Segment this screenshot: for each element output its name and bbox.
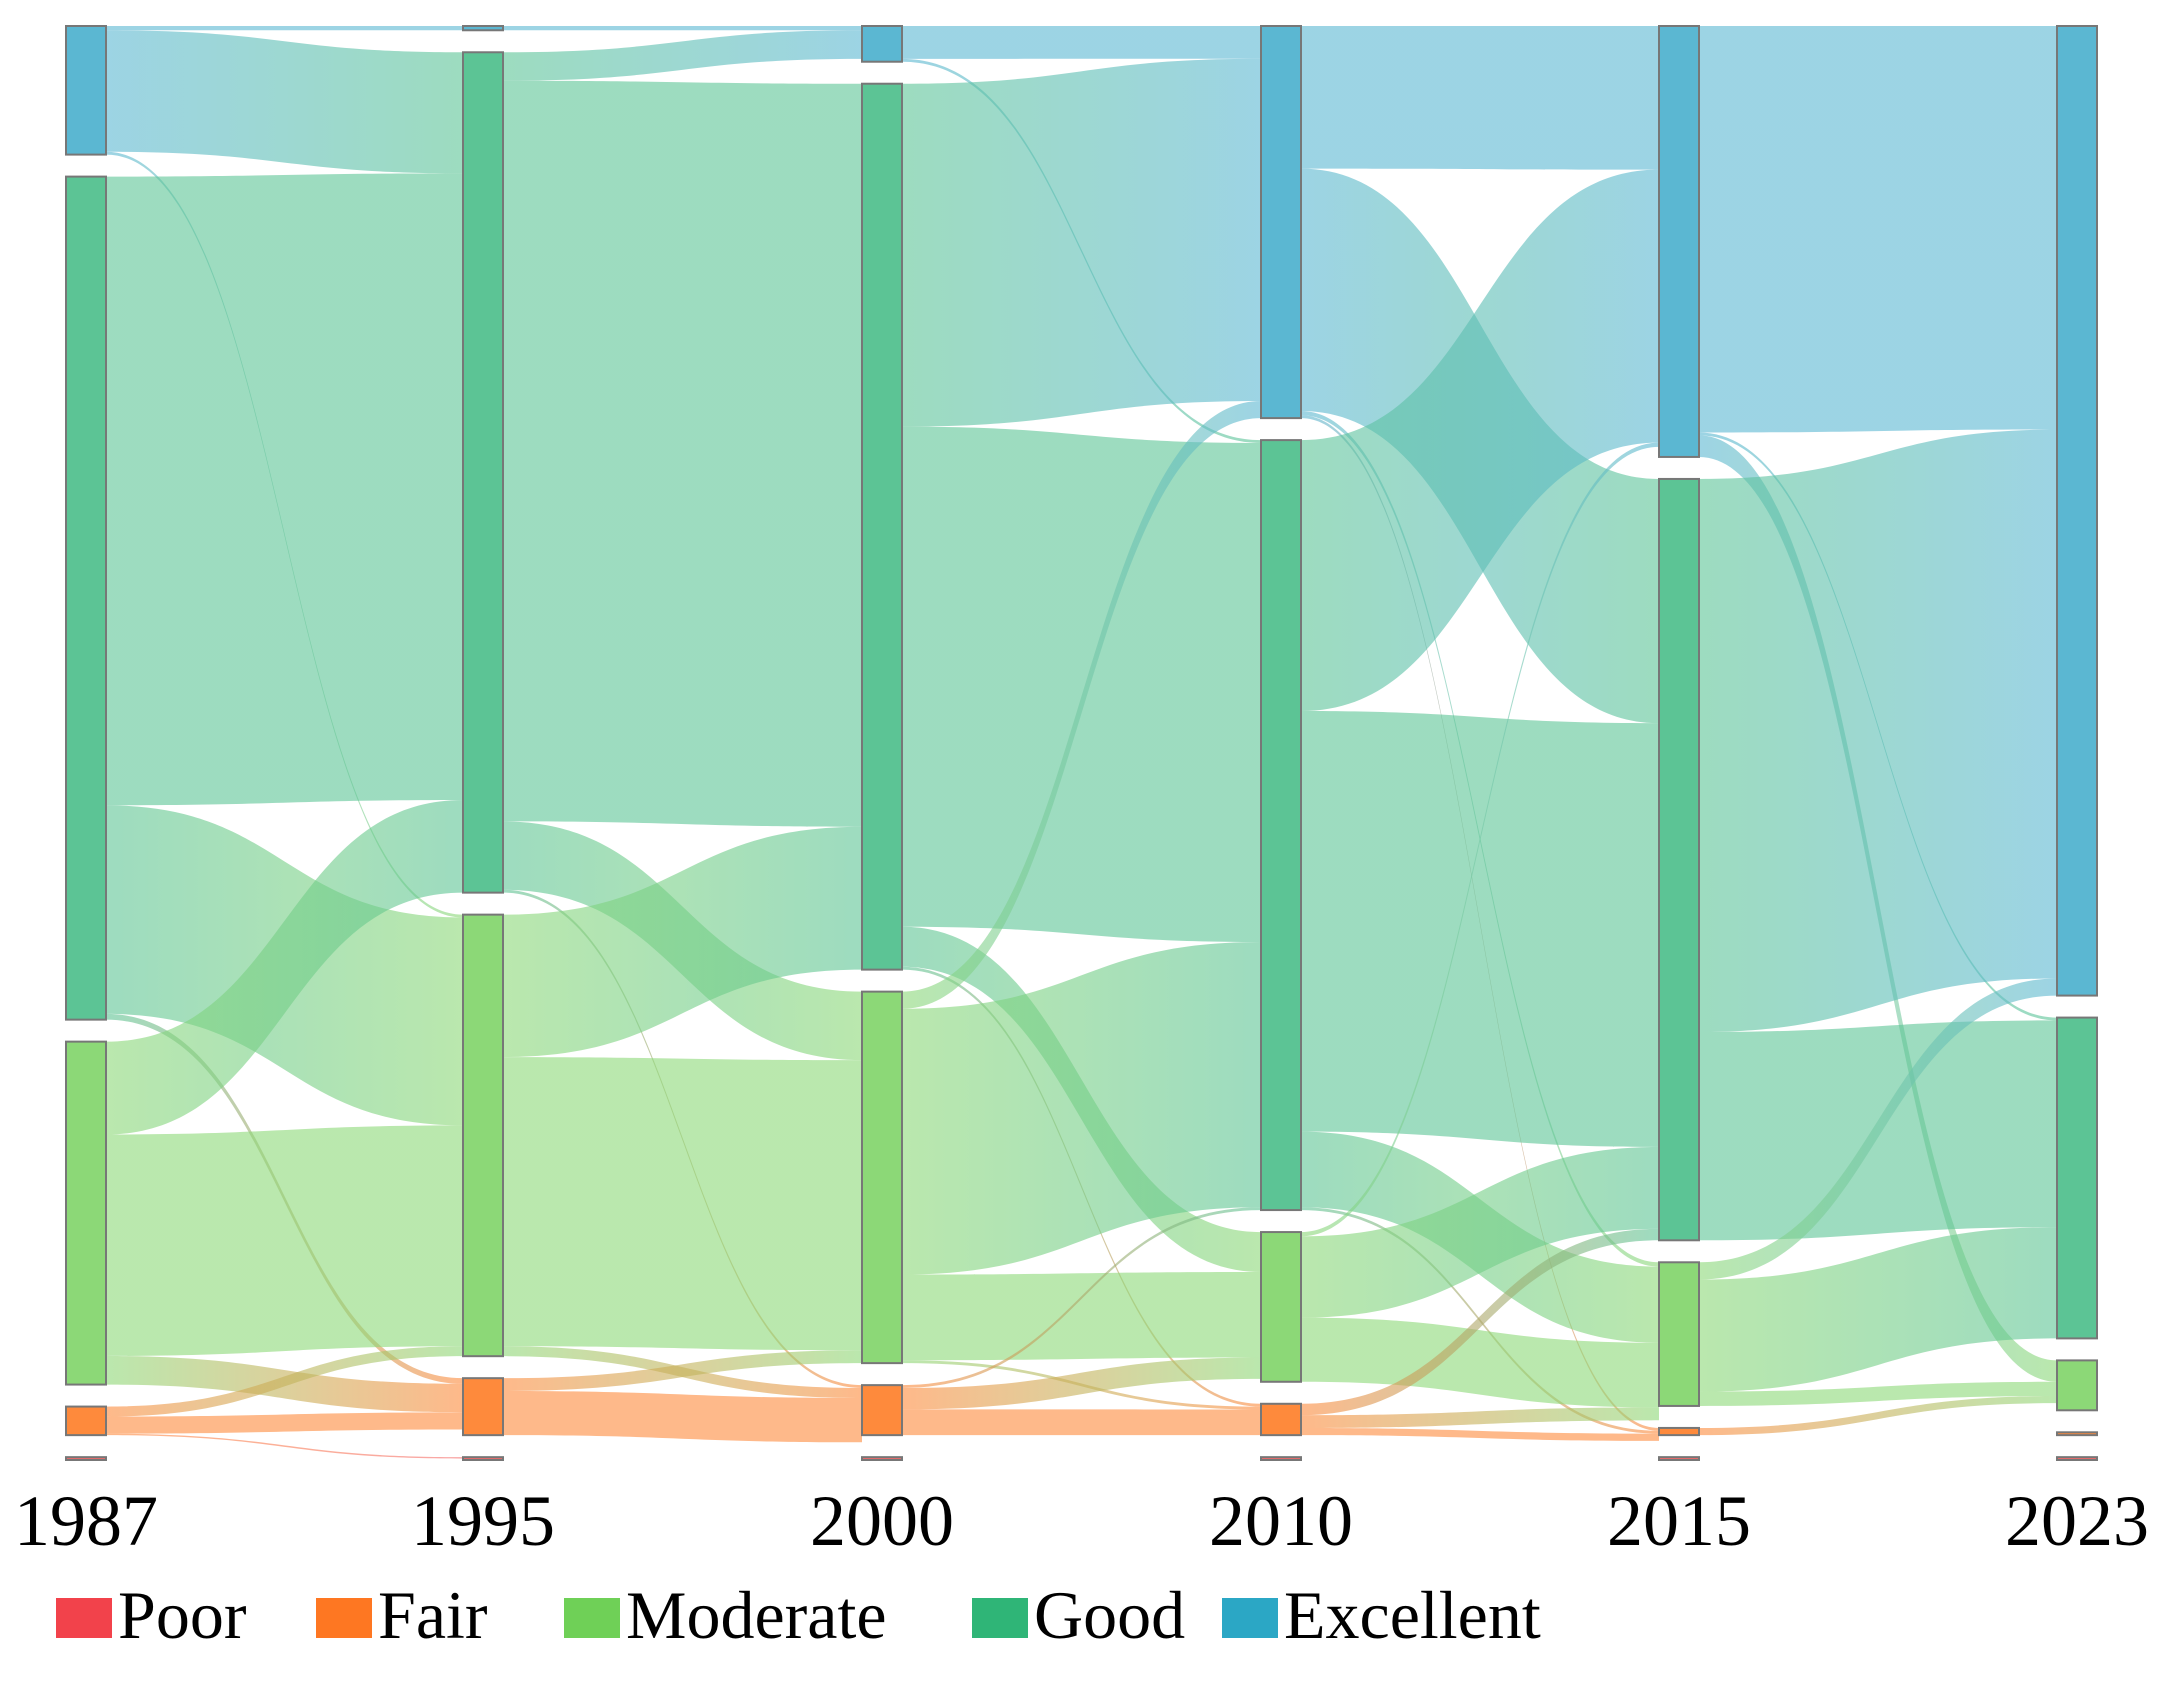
node-1987-poor <box>65 1456 107 1461</box>
flow-2010-good-to-2015-excellent <box>1301 169 1659 712</box>
year-label-2010: 2010 <box>1209 1481 1353 1561</box>
node-2015-moderate <box>1658 1261 1700 1407</box>
node-2010-poor <box>1260 1456 1302 1462</box>
flow-2000-moderate-to-2010-excellent <box>902 400 1261 1009</box>
year-label-1987: 1987 <box>14 1481 158 1561</box>
flow-2000-fair-to-2010-fair <box>902 1409 1261 1436</box>
node-1987-excellent <box>65 25 107 156</box>
flow-2010-good-to-2015-good <box>1301 711 1659 1147</box>
flow-2010-fair-to-2015-moderate <box>1301 1407 1659 1429</box>
flow-2010-excellent-to-2015-excellent <box>1301 26 1659 170</box>
legend-label-poor: Poor <box>118 1577 247 1653</box>
legend-item-good: Good <box>972 1577 1185 1653</box>
flow-2010-fair-to-2015-good <box>1301 1228 1659 1416</box>
flow-1995-good-to-2000-good <box>503 80 862 827</box>
flow-1987-moderate-to-1995-good <box>106 800 463 1135</box>
legend-swatch-fair <box>316 1598 372 1638</box>
node-2010-good <box>1260 439 1302 1212</box>
flow-1987-good-to-1995-good <box>106 173 463 806</box>
year-label-2023: 2023 <box>2005 1481 2149 1561</box>
flow-1995-moderate-to-2000-moderate <box>503 1057 862 1351</box>
node-2015-fair <box>1658 1426 1700 1437</box>
flow-2000-fair-to-2010-moderate <box>902 1357 1261 1410</box>
node-2000-fair <box>861 1384 903 1437</box>
flow-1987-fair-to-1995-moderate <box>106 1346 463 1417</box>
flow-2000-good-to-2010-good <box>902 426 1261 943</box>
legend-swatch-poor <box>56 1598 112 1638</box>
node-2023-excellent <box>2056 25 2098 997</box>
flow-1987-moderate-to-1995-moderate <box>106 1125 463 1356</box>
legend-swatch-excellent <box>1222 1598 1278 1638</box>
legend-item-poor: Poor <box>56 1577 247 1653</box>
flow-2015-moderate-to-2023-excellent <box>1699 978 2057 1280</box>
legend-label-moderate: Moderate <box>626 1577 887 1653</box>
flow-1995-good-to-2000-excellent <box>503 30 862 81</box>
node-2010-fair <box>1260 1402 1302 1437</box>
flow-1995-fair-to-2000-moderate <box>503 1350 862 1391</box>
legend-swatch-good <box>972 1598 1028 1638</box>
flow-1995-moderate-to-2000-good <box>503 826 862 1058</box>
legend-label-fair: Fair <box>378 1577 488 1653</box>
flow-2010-moderate-to-2015-moderate <box>1301 1317 1659 1408</box>
flow-1987-excellent-to-1995-good <box>106 30 463 174</box>
flow-1987-fair-to-1995-poor <box>106 1433 463 1459</box>
node-2015-good <box>1658 477 1700 1242</box>
legend-swatch-moderate <box>564 1598 620 1638</box>
node-1987-fair <box>65 1405 107 1437</box>
flow-2000-excellent-to-2010-excellent <box>902 26 1261 59</box>
node-1995-moderate <box>462 913 504 1358</box>
node-2000-moderate <box>861 990 903 1365</box>
flow-2000-good-to-2010-excellent <box>902 58 1261 427</box>
node-2023-moderate <box>2056 1359 2098 1412</box>
node-1987-good <box>65 175 107 1021</box>
flow-1987-excellent-to-1995-excellent <box>106 26 463 31</box>
legend-item-fair: Fair <box>316 1577 488 1653</box>
node-1987-moderate <box>65 1040 107 1386</box>
year-label-1995: 1995 <box>411 1481 555 1561</box>
flow-2015-moderate-to-2023-good <box>1699 1227 2057 1392</box>
legend-item-moderate: Moderate <box>564 1577 887 1653</box>
node-1995-excellent <box>462 25 504 32</box>
flow-2015-fair-to-2023-moderate <box>1699 1396 2057 1436</box>
node-1995-good <box>462 51 504 894</box>
node-2010-excellent <box>1260 25 1302 420</box>
flow-2015-moderate-to-2023-moderate <box>1699 1381 2057 1406</box>
sankey-links <box>106 26 2057 1459</box>
legend-item-excellent: Excellent <box>1222 1577 1541 1653</box>
node-2023-poor <box>2056 1456 2098 1462</box>
year-label-2015: 2015 <box>1607 1481 1751 1561</box>
flow-1995-fair-to-2000-fair <box>503 1390 862 1443</box>
flow-2015-good-to-2023-excellent <box>1699 429 2057 1033</box>
flow-2000-moderate-to-2010-moderate <box>902 1271 1261 1361</box>
node-2010-moderate <box>1260 1231 1302 1383</box>
sankey-nodes <box>65 25 2098 1462</box>
year-axis-labels: 1987 1995 2000 2010 2015 2023 <box>14 1481 2149 1561</box>
node-2015-excellent <box>1658 25 1700 458</box>
year-label-2000: 2000 <box>810 1481 954 1561</box>
flow-2010-fair-to-2015-fair <box>1301 1428 1659 1441</box>
flow-2010-moderate-to-2015-good <box>1301 1146 1659 1318</box>
flow-1995-excellent-to-2000-excellent <box>503 26 862 31</box>
node-2000-good <box>861 82 903 971</box>
legend-label-good: Good <box>1034 1577 1185 1653</box>
node-2000-poor <box>861 1456 903 1461</box>
flow-2015-excellent-to-2023-excellent <box>1699 26 2057 433</box>
node-1995-fair <box>462 1377 504 1437</box>
flow-1987-fair-to-1995-fair <box>106 1412 463 1434</box>
node-2023-fair <box>2056 1431 2098 1437</box>
node-2023-good <box>2056 1016 2098 1340</box>
node-2000-excellent <box>861 25 903 63</box>
node-2015-poor <box>1658 1456 1700 1461</box>
flow-2010-moderate-to-2015-excellent <box>1301 442 1659 1237</box>
chart-legend: Poor Fair Moderate Good Excellent <box>56 1577 1541 1653</box>
flow-2000-moderate-to-2010-good <box>902 942 1261 1275</box>
node-1995-poor <box>462 1456 504 1462</box>
flow-2000-fair-to-2010-good <box>902 1207 1261 1388</box>
legend-label-excellent: Excellent <box>1284 1577 1541 1653</box>
